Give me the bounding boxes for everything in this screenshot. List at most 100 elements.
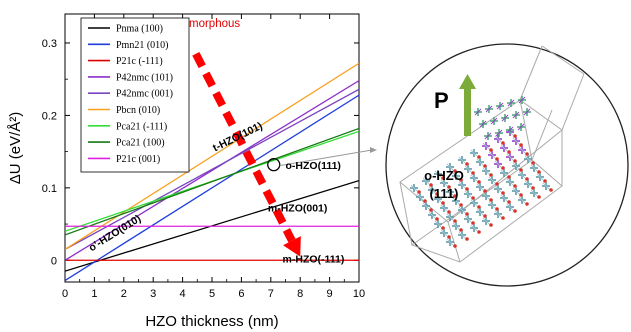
- oxygen-atom: [453, 169, 457, 173]
- atom-bond: [523, 108, 531, 116]
- atom-bond: [428, 211, 436, 219]
- oxygen-atom: [513, 209, 517, 213]
- oxygen-atom: [435, 192, 439, 196]
- legend-entry: Pca21 (-111): [116, 121, 167, 132]
- oxygen-atom: [495, 157, 499, 161]
- atom-bond: [474, 108, 482, 116]
- annotation-label: m-HZO(-111): [283, 253, 345, 265]
- atom-bond: [518, 171, 526, 179]
- oxygen-atom: [489, 223, 493, 227]
- atom-bond: [470, 149, 478, 157]
- inset-leader-line: [279, 149, 373, 167]
- legend-entry: Pbcn (010): [116, 105, 160, 116]
- atom-bond: [479, 120, 487, 128]
- atom-bond: [476, 208, 484, 216]
- atom-bond: [495, 129, 503, 137]
- x-tick-label: 5: [209, 288, 215, 300]
- y-tick-label: 0.3: [42, 38, 57, 50]
- legend-entry: Pmn21 (010): [116, 40, 169, 51]
- atom-bond: [524, 155, 532, 163]
- atom-bond: [517, 123, 525, 131]
- atom-bond: [512, 137, 520, 145]
- oxygen-atom: [531, 186, 535, 190]
- atom-bond: [501, 114, 509, 122]
- oxygen-atom: [465, 187, 469, 191]
- y-tick-label: 0: [51, 255, 57, 267]
- oxygen-atom: [453, 194, 457, 198]
- annotation-label: o-HZO(111): [286, 160, 341, 172]
- atom-bond: [422, 202, 430, 210]
- annotation-label: t-HZO(101): [211, 120, 265, 154]
- atom-bond: [484, 132, 492, 140]
- atom-bond: [488, 201, 496, 209]
- oxygen-atom: [483, 189, 487, 193]
- atom-bond: [506, 153, 514, 161]
- oxygen-atom: [465, 162, 469, 166]
- trend-arrow: [192, 52, 301, 257]
- oxygen-atom: [465, 237, 469, 241]
- atom-bond: [512, 162, 520, 170]
- atom-bond: [470, 174, 478, 182]
- series-line-5: [65, 62, 359, 250]
- oxygen-atom: [501, 191, 505, 195]
- atom-bond: [452, 222, 460, 230]
- arrow-shaft: [192, 52, 296, 243]
- inset-structure: P o-HZO (111): [385, 43, 629, 287]
- oxygen-atom: [489, 148, 493, 152]
- atom-bond: [496, 102, 504, 110]
- atom-bond: [452, 197, 460, 205]
- atom-bond: [452, 172, 460, 180]
- atom-bond: [500, 144, 508, 152]
- atom-bond: [512, 111, 520, 119]
- legend-entry: Pnma (100): [116, 24, 163, 35]
- atom-bond: [440, 229, 448, 237]
- atom-bond: [494, 210, 502, 218]
- x-tick-label: 2: [121, 288, 127, 300]
- atom-bond: [506, 126, 514, 134]
- oxygen-atom: [519, 168, 523, 172]
- oxygen-atom: [489, 198, 493, 202]
- atom-bond: [458, 206, 466, 214]
- legend-entry: P42nmc (101): [116, 72, 173, 83]
- atom-bond: [476, 183, 484, 191]
- atom-bond: [500, 169, 508, 177]
- oxygen-atom: [501, 216, 505, 220]
- atom-bond: [458, 181, 466, 189]
- series-lines: [65, 62, 359, 282]
- x-tick-label: 9: [327, 288, 333, 300]
- atom-bond: [446, 238, 454, 246]
- polarization-label: P: [434, 88, 449, 113]
- atom-bond: [530, 189, 538, 197]
- atom-bond: [446, 213, 454, 221]
- oxygen-atom: [471, 171, 475, 175]
- polarization-arrow-head: [459, 74, 476, 89]
- inset-phase-label-line1: o-HZO: [424, 168, 464, 183]
- oxygen-atom: [477, 155, 481, 159]
- oxygen-atom: [519, 143, 523, 147]
- atom-bond: [470, 199, 478, 207]
- atom-bond: [490, 117, 498, 125]
- oxygen-atom: [447, 210, 451, 214]
- oxygen-atom: [489, 173, 493, 177]
- y-axis-label: ΔU (eV/Å²): [7, 112, 24, 185]
- oxygen-atom: [459, 228, 463, 232]
- oxygen-atom: [537, 170, 541, 174]
- oxygen-atom: [495, 207, 499, 211]
- oxygen-atom: [507, 150, 511, 154]
- atom-bond: [476, 158, 484, 166]
- y-tick-label: 0.1: [42, 183, 57, 195]
- oxygen-atom: [513, 184, 517, 188]
- atom-bond: [518, 196, 526, 204]
- oxygen-atom: [459, 178, 463, 182]
- atom-bond: [506, 203, 514, 211]
- oxygen-atom: [435, 217, 439, 221]
- oxygen-atom: [477, 205, 481, 209]
- oxygen-atom: [441, 176, 445, 180]
- tick-labels: 0 1 2 3 4 5 6 7 8 9 10 0 0.1 0.2 0.3: [42, 38, 365, 300]
- series-line-4: [65, 88, 359, 250]
- annotation-label: m-HZO(001): [268, 203, 328, 215]
- atom-bond: [518, 146, 526, 154]
- atom-bond: [507, 99, 515, 107]
- atom-bond: [524, 180, 532, 188]
